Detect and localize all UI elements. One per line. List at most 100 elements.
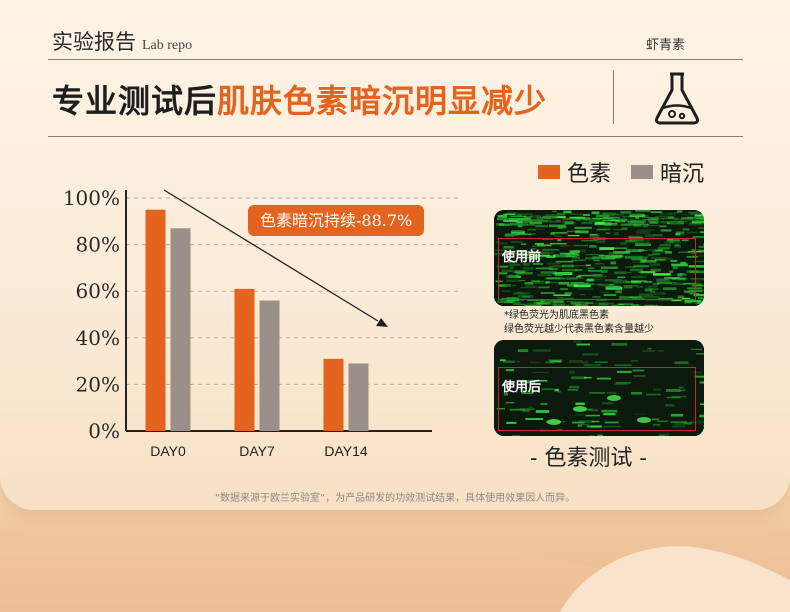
fluorescence-speck bbox=[503, 245, 514, 248]
fluorescence-speck bbox=[654, 292, 666, 295]
fluorescence-speck bbox=[591, 274, 600, 277]
fluorescence-speck bbox=[511, 241, 523, 243]
fluorescence-speck bbox=[570, 213, 585, 215]
fluorescence-speck bbox=[646, 224, 662, 227]
fluorescence-speck bbox=[624, 255, 643, 259]
fluorescence-speck bbox=[698, 226, 704, 229]
fluorescence-speck bbox=[591, 211, 600, 215]
fluorescence-speck bbox=[593, 275, 607, 278]
page-title-accent: 肌肤色素暗沉明显减少 bbox=[217, 82, 548, 120]
fluorescence-speck bbox=[696, 217, 704, 220]
fluorescence-speck bbox=[532, 257, 542, 260]
fluorescence-speck bbox=[659, 243, 671, 247]
fluorescence-speck bbox=[500, 265, 508, 268]
fluorescence-speck bbox=[644, 288, 653, 292]
fluorescence-speck bbox=[584, 301, 593, 305]
fluorescence-speck bbox=[561, 264, 574, 268]
fluorescence-speck bbox=[554, 235, 562, 237]
fluorescence-speck bbox=[513, 270, 526, 273]
fluorescence-speck bbox=[694, 375, 704, 378]
fluorescence-speck bbox=[573, 284, 591, 288]
fluorescence-speck bbox=[562, 254, 571, 257]
fluorescence-speck bbox=[555, 220, 568, 222]
fluorescence-speck bbox=[604, 254, 622, 257]
fluorescence-speck bbox=[584, 283, 594, 286]
fluorescence-speck bbox=[637, 256, 649, 258]
fluorescence-speck bbox=[630, 280, 647, 282]
data-source-footnote: “数据来源于欧兰实验室”，为产品研发的功效测试结果，具体使用效果因人而异。 bbox=[214, 493, 576, 504]
fluorescence-speck bbox=[533, 301, 545, 305]
fluorescence-speck bbox=[649, 263, 660, 266]
region-box-before bbox=[498, 238, 696, 300]
fluorescence-speck bbox=[509, 266, 514, 269]
fluorescence-speck bbox=[569, 216, 586, 220]
fluorescence-speck bbox=[650, 257, 668, 260]
fluorescence-speck bbox=[498, 272, 508, 275]
fluorescence-speck bbox=[533, 349, 551, 352]
fluorescence-speck bbox=[632, 239, 650, 242]
page-title: 专业测试后肌肤色素暗沉明显减少 bbox=[52, 76, 547, 122]
fluorescence-speck bbox=[545, 300, 563, 303]
fluorescence-speck bbox=[633, 374, 646, 377]
fluorescence-speck bbox=[648, 217, 659, 220]
fluorescence-speck bbox=[520, 250, 531, 254]
fluorescence-speck bbox=[597, 227, 611, 230]
fluorescence-speck bbox=[535, 410, 550, 413]
fluorescence-spot bbox=[547, 419, 561, 425]
fluorescence-speck bbox=[673, 245, 681, 248]
fluorescence-speck bbox=[510, 215, 527, 217]
legend-item-pigment: 色素 bbox=[538, 156, 611, 188]
fluorescence-speck bbox=[604, 279, 623, 282]
microscopy-after-image bbox=[494, 340, 704, 436]
fluorescence-speck bbox=[547, 276, 564, 278]
fluorescence-speck bbox=[594, 273, 603, 277]
fluorescence-speck bbox=[677, 210, 683, 213]
fluorescence-speck bbox=[642, 225, 648, 228]
fluorescence-spot bbox=[637, 417, 651, 423]
fluorescence-speck bbox=[620, 210, 632, 214]
fluorescence-speck bbox=[663, 257, 673, 261]
fluorescence-speck bbox=[570, 376, 587, 380]
fluorescence-speck bbox=[658, 433, 669, 436]
fluorescence-speck bbox=[555, 260, 574, 263]
fluorescence-speck bbox=[545, 277, 561, 280]
fluorescence-speck bbox=[578, 304, 590, 306]
fluorescence-speck bbox=[506, 297, 518, 300]
fluorescence-speck bbox=[536, 244, 552, 247]
fluorescence-speck bbox=[620, 242, 627, 245]
fluorescence-speck bbox=[599, 291, 610, 293]
fluorescence-speck bbox=[512, 292, 531, 295]
fluorescence-speck bbox=[653, 388, 662, 391]
fluorescence-speck bbox=[678, 386, 684, 389]
fluorescence-speck bbox=[690, 278, 704, 280]
fluorescence-speck bbox=[564, 253, 578, 256]
fluorescence-speck bbox=[666, 396, 681, 399]
region-box-after bbox=[498, 367, 696, 431]
fluorescence-speck bbox=[574, 269, 583, 271]
fluorescence-speck bbox=[654, 259, 666, 261]
fluorescence-speck bbox=[533, 263, 543, 265]
fluorescence-speck bbox=[680, 220, 688, 222]
fluorescence-speck bbox=[629, 235, 642, 237]
fluorescence-speck bbox=[540, 299, 546, 303]
fluorescence-speck bbox=[510, 299, 525, 301]
fluorescence-speck bbox=[545, 281, 550, 284]
fluorescence-speck bbox=[602, 212, 616, 215]
fluorescence-speck bbox=[553, 294, 571, 297]
fluorescence-speck bbox=[610, 261, 616, 265]
bar-pigment-day0 bbox=[145, 209, 166, 431]
fluorescence-speck bbox=[495, 241, 500, 244]
fluorescence-speck bbox=[566, 230, 580, 233]
fluorescence-speck bbox=[674, 212, 681, 214]
fluorescence-speck bbox=[601, 409, 618, 413]
fluorescence-speck bbox=[581, 217, 589, 221]
fluorescence-speck bbox=[568, 370, 576, 374]
after-label: 使用后 bbox=[502, 380, 542, 395]
fluorescence-speck bbox=[691, 249, 697, 252]
fluorescence-speck bbox=[507, 253, 512, 257]
fluorescence-speck bbox=[689, 213, 704, 215]
fluorescence-speck bbox=[548, 265, 565, 268]
fluorescence-speck bbox=[652, 423, 661, 426]
fluorescence-speck bbox=[496, 265, 509, 268]
chart-legend: 色素 暗沉 bbox=[538, 156, 704, 188]
